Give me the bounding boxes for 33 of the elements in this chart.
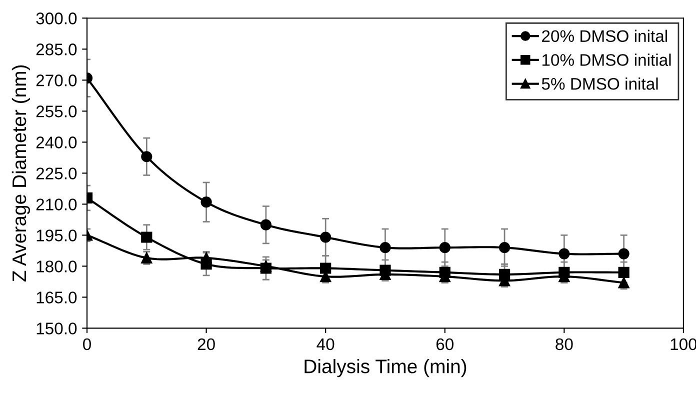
y-tick-label: 225.0	[36, 168, 77, 180]
x-tick-label: 0	[83, 338, 91, 350]
x-axis-title: Dialysis Time (min)	[304, 359, 466, 378]
point	[200, 196, 212, 208]
x-tick-label: 60	[436, 338, 454, 350]
point	[141, 232, 152, 243]
y-tick-label: 195.0	[36, 230, 77, 242]
x-tick-label: 20	[198, 338, 215, 350]
y-tick-label: 285.0	[36, 44, 77, 56]
x-tick-label: 40	[316, 338, 334, 350]
y-tick-label: 210.0	[36, 198, 77, 210]
y-tick-label: 270.0	[36, 74, 77, 86]
point	[439, 242, 450, 254]
y-tick-label: 165.0	[36, 292, 77, 304]
point	[618, 248, 630, 260]
point	[380, 242, 391, 254]
point	[260, 219, 272, 230]
point	[320, 262, 332, 274]
point	[558, 248, 570, 260]
x-tick-label: 80	[556, 338, 573, 350]
y-tick-label: 255.0	[36, 106, 77, 118]
point	[498, 242, 510, 254]
legend-label: 5% DMSO inital	[542, 78, 658, 90]
point	[141, 151, 152, 162]
point	[320, 232, 332, 243]
point	[618, 266, 630, 278]
y-tick-label: 150.0	[36, 322, 77, 334]
legend-label: 20% DMSO inital	[542, 30, 667, 42]
y-tick-label: 300.0	[36, 12, 77, 24]
y-axis-title: Z Average Diameter (nm)	[12, 65, 30, 282]
legend-label: 10% DMSO initial	[542, 54, 671, 66]
y-tick-label: 180.0	[36, 260, 77, 272]
y-tick-label: 240.0	[36, 136, 77, 148]
